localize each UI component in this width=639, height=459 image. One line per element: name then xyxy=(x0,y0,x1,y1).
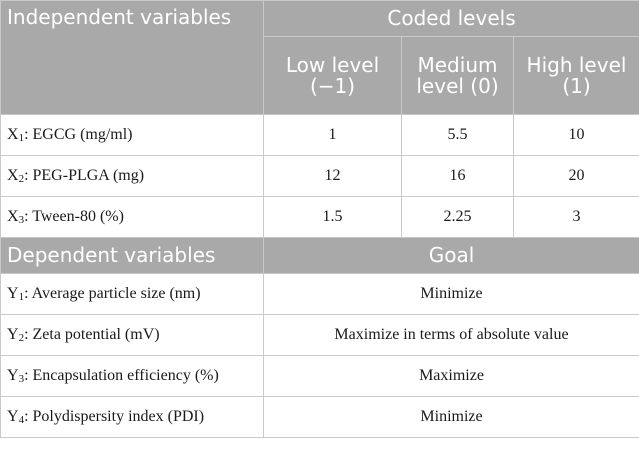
table-row: X3: Tween-80 (%) 1.5 2.25 3 xyxy=(0,196,639,238)
high-value-cell: 3 xyxy=(513,196,639,238)
table-row: Y4: Polydispersity index (PDI) Minimize xyxy=(0,396,639,438)
design-variables-table: Independent variables Coded levels Low l… xyxy=(0,0,639,438)
dependent-header-row: Dependent variables Goal xyxy=(0,237,639,274)
header-row-top: Independent variables Coded levels xyxy=(0,0,639,115)
medium-value-cell: 2.25 xyxy=(401,196,514,238)
low-value-cell: 1 xyxy=(263,114,402,156)
variable-name-cell: Y4: Polydispersity index (PDI) xyxy=(0,396,264,438)
coded-levels-header: Coded levels xyxy=(263,0,639,37)
table-row: Y2: Zeta potential (mV) Maximize in term… xyxy=(0,314,639,356)
table-row: X2: PEG-PLGA (mg) 12 16 20 xyxy=(0,155,639,197)
table-row: Y3: Encapsulation efficiency (%) Maximiz… xyxy=(0,355,639,397)
goal-cell: Maximize xyxy=(263,355,639,397)
variable-name-cell: Y1: Average particle size (nm) xyxy=(0,273,264,315)
medium-value-cell: 5.5 xyxy=(401,114,514,156)
high-value-cell: 20 xyxy=(513,155,639,197)
goal-cell: Minimize xyxy=(263,273,639,315)
header-row-levels: Low level (−1) Medium level (0) High lev… xyxy=(1,36,639,115)
goal-cell: Maximize in terms of absolute value xyxy=(263,314,639,356)
variable-name-cell: X3: Tween-80 (%) xyxy=(0,196,264,238)
high-level-header: High level (1) xyxy=(513,36,639,115)
independent-variables-header: Independent variables xyxy=(0,0,264,115)
variable-name-cell: X2: PEG-PLGA (mg) xyxy=(0,155,264,197)
low-value-cell: 12 xyxy=(263,155,402,197)
table-row: Y1: Average particle size (nm) Minimize xyxy=(0,273,639,315)
goal-header: Goal xyxy=(263,237,639,274)
variable-name-cell: X1: EGCG (mg/ml) xyxy=(0,114,264,156)
variable-name-cell: Y3: Encapsulation efficiency (%) xyxy=(0,355,264,397)
goal-cell: Minimize xyxy=(263,396,639,438)
variable-name-cell: Y2: Zeta potential (mV) xyxy=(0,314,264,356)
high-value-cell: 10 xyxy=(513,114,639,156)
low-value-cell: 1.5 xyxy=(263,196,402,238)
medium-value-cell: 16 xyxy=(401,155,514,197)
table-row: X1: EGCG (mg/ml) 1 5.5 10 xyxy=(0,114,639,156)
low-level-header: Low level (−1) xyxy=(263,36,402,115)
dependent-variables-header: Dependent variables xyxy=(0,237,264,274)
medium-level-header: Medium level (0) xyxy=(401,36,514,115)
